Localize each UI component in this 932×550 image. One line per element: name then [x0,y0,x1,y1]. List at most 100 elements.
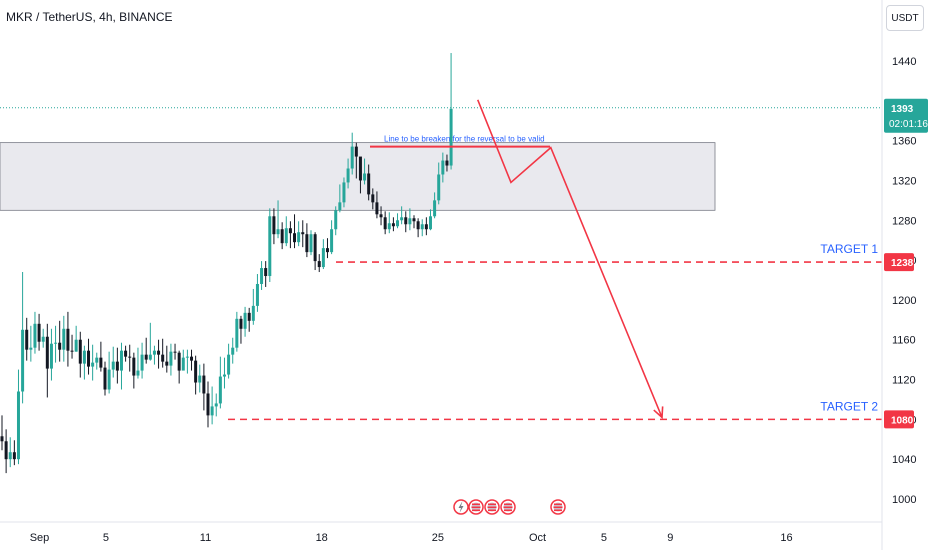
candle-body [391,223,395,227]
candle-body [82,350,86,364]
candle-body [383,217,387,230]
candle-body [111,361,115,370]
candle-body [161,354,165,362]
candle-body [231,347,235,355]
flag-stripe [488,509,496,512]
candle-body [4,441,8,460]
current-price-badge [884,98,928,133]
candle-body [41,336,45,342]
x-tick-label: 5 [601,532,607,544]
x-tick-label: Oct [529,532,546,544]
candle-body [95,357,99,363]
candle-body [115,361,119,371]
candle-body [404,217,408,225]
candle-body [190,356,194,361]
candle-body [264,268,268,277]
target-label: TARGET 1 [820,242,878,256]
candle-body [74,339,78,352]
candle-body [78,339,82,364]
candle-body [309,234,313,253]
candle-body [58,342,62,350]
candle-body [346,168,350,183]
candle-body [243,312,247,329]
candle-body [301,232,305,235]
candle-body [169,351,173,366]
candle-body [251,305,255,321]
us-flag-event-icon [500,499,516,515]
candle-body [449,108,453,166]
y-tick-label: 1360 [892,136,916,148]
y-tick-label: 1440 [892,56,916,68]
us-flag-event-icon [484,499,500,515]
flag-stripe [554,509,562,512]
candle-body [408,218,412,225]
flag-stripe [504,509,512,512]
flag-stripe [488,503,496,506]
candle-body [99,357,103,368]
candle-body [433,200,437,217]
candle-body [128,356,132,358]
candle-body [206,393,210,416]
candle-body [342,182,346,203]
target-label: TARGET 2 [820,399,878,413]
candle-body [387,223,391,230]
candle-body [334,210,338,230]
candle-body [62,328,66,350]
candle-body [272,216,276,235]
candle-body [103,367,107,390]
candle-body [358,156,362,181]
candle-body [280,229,284,244]
candle-body [218,376,222,404]
candle-body [445,160,449,166]
candle-body [132,357,136,376]
candle-body [260,268,264,284]
candle-body [181,357,185,371]
x-tick-label: 11 [200,532,211,544]
y-tick-label: 1120 [892,375,916,387]
candle-body [396,220,400,227]
x-tick-label: 16 [780,532,792,544]
flag-stripe [553,506,563,509]
candle-body [152,350,156,355]
target-price-value: 1238 [891,258,914,269]
flag-stripe [554,503,562,506]
candle-body [321,248,325,268]
candle-body [16,391,20,460]
candle-body [25,329,29,350]
candle-body [350,146,354,169]
flash-glyph [458,501,464,513]
candle-body [198,375,202,383]
candle-body [165,361,169,366]
candle-body [330,229,334,253]
us-flag-event-icon [550,499,566,515]
candle-body [247,312,251,321]
candle-body [227,354,231,375]
x-tick-label: 9 [667,532,673,544]
y-tick-label: 1280 [892,215,916,227]
candle-body [367,173,371,195]
candle-body [400,217,404,221]
target-price-badge [884,410,914,429]
y-tick-label: 1000 [892,494,916,506]
candle-body [363,173,367,181]
breakout-annotation: Line to be breaken for the reversal to b… [384,135,545,144]
flash-event-icon [453,499,469,515]
candle-body [424,224,428,230]
candle-body [49,343,53,369]
candle-body [29,347,33,350]
candle-body [305,234,309,253]
candle-body [144,354,148,360]
candle-body [177,352,181,371]
projection-path [476,99,663,418]
candle-body [54,342,58,344]
currency-button[interactable]: USDT [886,5,924,31]
x-tick-label: 18 [316,532,328,544]
flag-stripe [472,503,480,506]
x-tick-label: 5 [103,532,109,544]
candle-body [185,356,189,358]
candle-body [420,224,424,230]
candle-body [210,406,214,416]
candle-body [87,350,91,367]
candle-body [124,350,128,357]
